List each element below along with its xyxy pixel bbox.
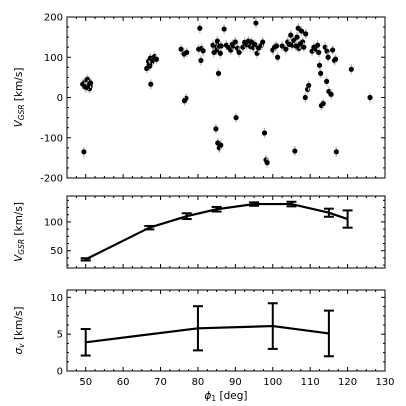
data-point: [303, 31, 309, 37]
data-point: [83, 84, 90, 91]
y-tick-label: 5: [57, 330, 63, 341]
data-point: [306, 82, 312, 89]
data-point: [178, 46, 184, 52]
data-point: [264, 160, 270, 166]
y-axis-label-sub: GSR: [17, 104, 26, 120]
x-axis-label-unit: [deg]: [216, 390, 247, 402]
data-point: [325, 54, 331, 60]
data-point: [333, 149, 339, 155]
data-point: [315, 42, 321, 48]
y-tick-label: 100: [44, 217, 63, 228]
y-tick-label: 50: [50, 246, 63, 257]
data-point: [197, 25, 203, 31]
data-point: [198, 57, 204, 64]
data-point: [328, 91, 334, 97]
data-point: [181, 98, 188, 104]
data-point: [200, 48, 206, 54]
data-point: [148, 81, 154, 87]
velocity-dispersion-panel: 0 5 10 σv [km/s] 50 60 70 80 90 100 110 120 130 ϕ1 [d…: [13, 289, 395, 403]
data-point: [261, 130, 268, 136]
data-point: [298, 28, 305, 34]
x-tick-label: 50: [79, 377, 92, 388]
y-tick-label: 0: [57, 367, 63, 378]
data-point: [253, 20, 259, 26]
data-point: [232, 39, 238, 45]
data-point: [279, 43, 285, 49]
x-tick-label: 60: [117, 377, 130, 388]
data-point: [213, 126, 219, 132]
y-tick-label: 0: [57, 93, 63, 104]
x-tick-label: 130: [375, 377, 394, 388]
x-axis-label-main: ϕ: [204, 390, 211, 402]
data-point: [215, 70, 222, 76]
mean-velocity-panel: 50 100 VGSR [km/s]: [13, 195, 386, 269]
y-tick-label: -200: [40, 174, 63, 185]
y-tick-label: 200: [44, 13, 63, 24]
y-axis-label-sub: GSR: [17, 239, 26, 255]
data-point: [217, 50, 223, 56]
data-point: [214, 38, 220, 44]
y-axis-label-sub: v: [17, 343, 26, 348]
y-axis-label-main: V: [13, 119, 25, 127]
y-tick-label: 100: [44, 53, 63, 64]
data-point: [288, 32, 294, 38]
velocity-scatter-panel: -200 -100 0 100 200 VGSR [km/s]: [13, 13, 386, 185]
data-point: [275, 54, 281, 60]
y-axis-label: VGSR [km/s]: [13, 202, 26, 262]
data-point: [292, 148, 298, 154]
y-axis-label: VGSR [km/s]: [13, 68, 26, 128]
data-point: [273, 43, 280, 49]
plot-frame: [66, 195, 386, 269]
data-point: [294, 34, 300, 40]
data-point: [301, 44, 307, 50]
data-point: [184, 49, 190, 56]
y-axis-label: σv [km/s]: [13, 307, 26, 355]
y-axis-label-unit: [km/s]: [13, 307, 25, 344]
plot-frame: [66, 289, 386, 372]
y-axis-label-main: V: [13, 254, 25, 262]
x-tick-label: 70: [154, 377, 167, 388]
y-axis-label-unit: [km/s]: [13, 202, 25, 239]
data-point: [233, 115, 239, 121]
data-point: [218, 142, 224, 148]
data-point: [147, 63, 153, 69]
data-point: [153, 56, 160, 62]
data-point: [320, 100, 326, 107]
data-point: [260, 39, 266, 45]
data-point: [302, 94, 308, 101]
y-tick-label: 10: [50, 293, 63, 304]
series-line: [85, 202, 348, 261]
data-point: [87, 80, 94, 86]
data-point: [291, 37, 297, 43]
data-point: [252, 41, 258, 47]
x-tick-label: 80: [192, 377, 205, 388]
data-point: [324, 78, 330, 84]
data-point: [236, 49, 242, 56]
data-point: [367, 94, 373, 101]
data-point: [316, 49, 322, 56]
data-point: [218, 43, 224, 49]
y-axis-label-main: σ: [13, 347, 25, 354]
x-tick-label: 120: [338, 377, 357, 388]
x-tick-label: 100: [263, 377, 282, 388]
data-point: [333, 56, 339, 62]
data-point: [283, 46, 289, 52]
data-point: [211, 49, 217, 56]
x-axis-label-sub: 1: [211, 394, 216, 403]
series-line: [85, 324, 330, 344]
data-point: [316, 62, 323, 68]
data-point: [81, 149, 87, 155]
x-tick-label: 90: [229, 377, 242, 388]
x-tick-label: 110: [301, 377, 320, 388]
data-point: [221, 26, 227, 32]
data-point: [330, 47, 336, 53]
data-point: [348, 66, 354, 72]
y-axis-label-unit: [km/s]: [13, 68, 25, 105]
data-point: [318, 70, 324, 76]
x-axis-label: ϕ1 [deg]: [204, 390, 247, 403]
y-tick-label: -100: [40, 133, 63, 144]
